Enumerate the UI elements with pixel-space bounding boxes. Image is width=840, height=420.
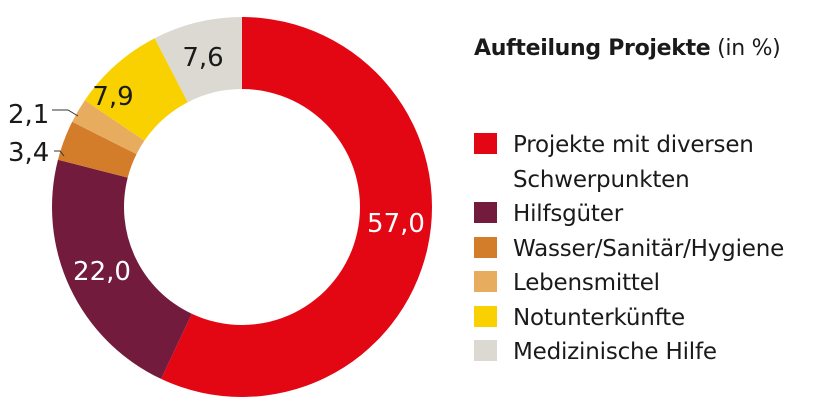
legend-item: Hilfsgüter: [474, 197, 784, 232]
legend-swatch: [474, 305, 497, 327]
legend-label: Wasser/Sanitär/Hygiene: [513, 235, 785, 262]
legend-swatch: [474, 271, 497, 292]
chart-title: Aufteilung Projekte (in %): [474, 36, 781, 61]
donut-segment: [72, 100, 145, 155]
donut-segment: [154, 17, 242, 103]
legend: Projekte mit diversen Schwerpunkten Hilf…: [474, 128, 784, 370]
legend-item: Notunterkünfte: [474, 301, 784, 336]
legend-swatch: [474, 202, 497, 223]
legend-item: Lebensmittel: [474, 266, 784, 301]
legend-label: Projekte mit diversen Schwerpunkten: [513, 132, 754, 193]
leader-line: [54, 150, 65, 157]
chart-title-unit: (in %): [717, 36, 781, 61]
legend-item: Projekte mit diversen Schwerpunkten: [474, 128, 784, 197]
legend-swatch: [474, 133, 497, 154]
leader-line: [52, 109, 79, 117]
value-label: 2,1: [8, 100, 49, 130]
legend-label: Notunterkünfte: [513, 304, 685, 331]
legend-swatch: [474, 236, 497, 258]
legend-label: Lebensmittel: [513, 270, 660, 296]
legend-swatch: [474, 340, 497, 361]
chart-title-main: Aufteilung Projekte: [474, 36, 711, 61]
value-label: 7,6: [182, 43, 223, 73]
donut-segment: [161, 17, 432, 397]
donut-segment: [52, 159, 192, 379]
donut-chart: 57,0 22,0 3,4 2,1 7,9 7,6: [8, 17, 432, 397]
legend-label: Medizinische Hilfe: [513, 339, 717, 365]
value-label: 22,0: [73, 257, 131, 287]
value-label: 57,0: [367, 209, 425, 239]
donut-segment: [84, 38, 188, 141]
value-label: 7,9: [92, 82, 133, 112]
legend-label: Hilfsgüter: [513, 201, 623, 227]
legend-item: Medizinische Hilfe: [474, 335, 784, 370]
donut-segment: [57, 121, 137, 178]
legend-item: Wasser/Sanitär/Hygiene: [474, 232, 784, 267]
value-label: 3,4: [8, 138, 49, 168]
